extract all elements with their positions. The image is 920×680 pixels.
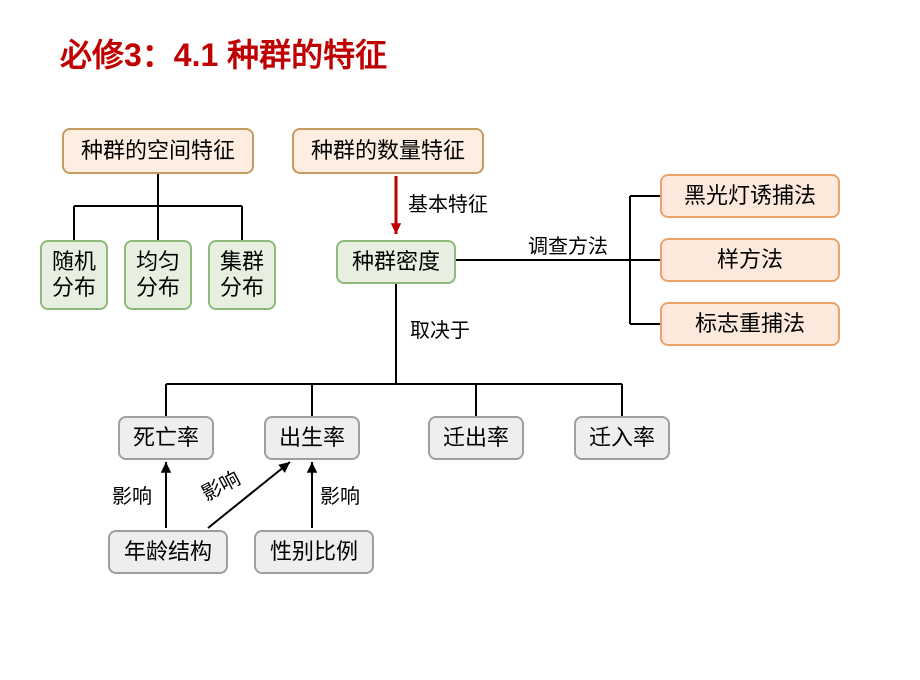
box-sex: 性别比例 xyxy=(254,530,374,574)
label-inf3: 影响 xyxy=(320,480,360,509)
box-space-char: 种群的空间特征 xyxy=(62,128,254,174)
box-blacklight: 黑光灯诱捕法 xyxy=(660,174,840,218)
box-birth: 出生率 xyxy=(264,416,360,460)
box-cluster: 集群分布 xyxy=(208,240,276,310)
box-random: 随机分布 xyxy=(40,240,108,310)
box-emig: 迁出率 xyxy=(428,416,524,460)
label-basic: 基本特征 xyxy=(408,188,488,217)
box-qty-char: 种群的数量特征 xyxy=(292,128,484,174)
box-quadrat: 样方法 xyxy=(660,238,840,282)
box-immig: 迁入率 xyxy=(574,416,670,460)
label-inf1: 影响 xyxy=(112,480,152,509)
page-title: 必修3：4.1 种群的特征 xyxy=(60,30,387,76)
label-inf2: 影响 xyxy=(196,462,245,506)
box-markrecap: 标志重捕法 xyxy=(660,302,840,346)
box-age: 年龄结构 xyxy=(108,530,228,574)
label-depends: 取决于 xyxy=(410,314,470,343)
box-uniform: 均匀分布 xyxy=(124,240,192,310)
label-survey: 调查方法 xyxy=(528,230,608,259)
box-death: 死亡率 xyxy=(118,416,214,460)
box-density: 种群密度 xyxy=(336,240,456,284)
